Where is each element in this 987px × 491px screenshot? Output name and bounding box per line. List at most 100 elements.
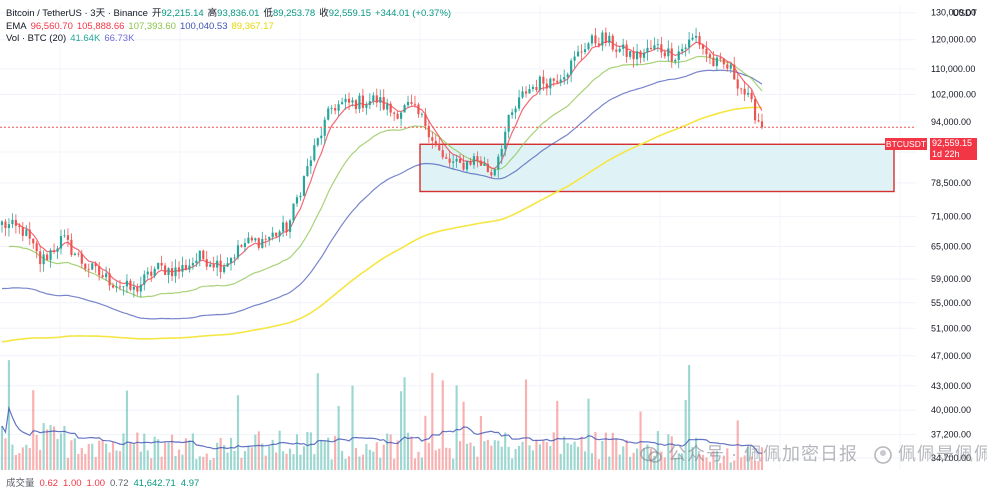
- candle-body: [275, 232, 278, 237]
- candle-body: [122, 286, 125, 288]
- candle: [719, 52, 722, 63]
- candle: [46, 252, 49, 261]
- candle-body: [691, 37, 694, 40]
- candle-body: [646, 47, 649, 53]
- volume-bar: [118, 451, 122, 470]
- candle: [518, 89, 521, 112]
- volume-bar: [21, 447, 24, 470]
- candle-body: [306, 166, 309, 177]
- candle: [139, 276, 142, 298]
- candle: [347, 92, 351, 111]
- candle: [268, 236, 271, 246]
- volume-bar: [32, 390, 35, 470]
- candle-body: [747, 92, 750, 95]
- candle-body: [590, 35, 594, 44]
- volume-bar: [646, 444, 649, 470]
- candle-body: [129, 280, 132, 290]
- candle: [747, 86, 750, 98]
- volume-bar: [87, 443, 90, 470]
- candle-body: [670, 48, 673, 62]
- volume-bar: [635, 448, 639, 470]
- volume-bar: [170, 434, 174, 470]
- price-axis-label: 51,000.00: [931, 323, 971, 333]
- candle: [59, 229, 63, 255]
- volume-bar: [11, 444, 14, 470]
- candle-body: [386, 103, 389, 110]
- candle-body: [403, 105, 406, 113]
- candle: [73, 252, 76, 256]
- candle-body: [576, 51, 580, 57]
- candle-body: [257, 238, 260, 248]
- ema-label: EMA: [6, 21, 27, 32]
- candle: [52, 243, 56, 255]
- volume-bar: [396, 440, 399, 470]
- volume-legend-value-5: 41,642.71: [133, 478, 176, 489]
- candle: [684, 43, 687, 57]
- candle: [715, 55, 718, 72]
- axis-currency: USDT: [952, 8, 978, 18]
- volume-bar: [59, 433, 63, 470]
- candle-body: [243, 243, 246, 247]
- candle: [386, 98, 389, 116]
- volume-bar: [365, 444, 368, 470]
- current-symbol: BTCUSDT: [885, 138, 927, 150]
- candle: [0, 220, 4, 233]
- volume-bar: [663, 457, 666, 470]
- candle: [327, 105, 330, 121]
- volume-bar: [729, 462, 732, 470]
- candle-body: [594, 35, 597, 44]
- candle: [223, 263, 226, 274]
- candle: [202, 249, 205, 261]
- volume-bar: [566, 442, 569, 470]
- candle: [705, 41, 708, 63]
- candle-body: [667, 48, 670, 57]
- candle-body: [417, 104, 420, 115]
- volume-bar: [372, 451, 375, 470]
- volume-bar: [7, 360, 11, 470]
- candle-body: [542, 76, 545, 84]
- low-label: 低: [263, 8, 273, 19]
- ema-200-line: [1, 106, 763, 343]
- candle-body: [625, 44, 628, 57]
- candle-body: [566, 74, 569, 78]
- candle: [177, 261, 181, 279]
- candle: [181, 256, 184, 278]
- volume-bar: [570, 444, 573, 470]
- candle-body: [514, 108, 517, 113]
- volume-bar: [625, 439, 628, 470]
- candle: [524, 86, 528, 98]
- candle: [70, 233, 73, 257]
- candle-body: [518, 97, 521, 109]
- volume-bar: [309, 432, 312, 470]
- volume-bar: [691, 447, 694, 470]
- volume-bar: [236, 395, 240, 470]
- candle-body: [573, 56, 576, 61]
- volume-bar: [476, 456, 479, 470]
- ema-value-1: 96,560.70: [30, 21, 73, 32]
- volume-bar: [507, 446, 510, 470]
- candle-body: [500, 148, 503, 157]
- volume-bar: [545, 442, 548, 470]
- volume-bar: [122, 433, 125, 470]
- volume-legend-label: 成交量: [6, 478, 35, 489]
- volume-bar: [46, 429, 49, 470]
- volume-bar: [139, 451, 142, 470]
- candle-body: [528, 88, 531, 94]
- candle: [282, 215, 285, 237]
- candle: [500, 143, 503, 165]
- candle-body: [278, 231, 281, 237]
- volume-bar: [688, 364, 691, 470]
- volume-bar: [389, 434, 392, 470]
- candle-body: [344, 98, 347, 103]
- candle: [479, 156, 482, 166]
- candle: [674, 58, 677, 65]
- volume-bar: [344, 458, 347, 470]
- volume-bar: [743, 455, 746, 470]
- candle: [382, 89, 385, 111]
- volume-bar: [524, 379, 528, 470]
- candle: [125, 274, 129, 294]
- candle-body: [688, 39, 691, 48]
- volume-bar: [52, 426, 56, 470]
- candle-body: [295, 197, 299, 204]
